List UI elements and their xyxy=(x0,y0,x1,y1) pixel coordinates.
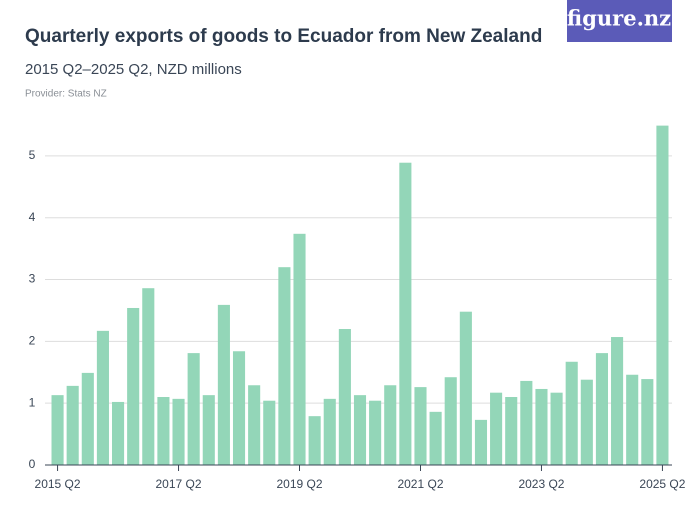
y-tick-label: 5 xyxy=(29,148,36,162)
bar xyxy=(520,380,533,465)
bar xyxy=(535,388,548,465)
x-tick-label: 2017 Q2 xyxy=(156,477,202,491)
bar xyxy=(66,385,79,465)
x-tick-label: 2019 Q2 xyxy=(276,477,322,491)
bar xyxy=(157,397,170,465)
bar xyxy=(172,398,185,465)
bar xyxy=(384,385,397,465)
bar xyxy=(399,162,412,465)
bar xyxy=(580,379,593,465)
provider: Provider: Stats NZ xyxy=(25,89,107,100)
chart-title: Quarterly exports of goods to Ecuador fr… xyxy=(25,26,542,47)
x-tick-label: 2015 Q2 xyxy=(35,477,81,491)
y-tick-label: 3 xyxy=(29,272,36,286)
bar xyxy=(505,397,518,465)
bar xyxy=(369,400,382,465)
bar xyxy=(278,267,291,465)
bar xyxy=(490,392,503,465)
bar xyxy=(293,233,306,465)
logo: figure.nz xyxy=(567,6,671,31)
bar xyxy=(232,351,246,465)
bar xyxy=(641,379,654,465)
bar xyxy=(51,395,64,465)
bar xyxy=(444,377,457,465)
x-tick-label: 2021 Q2 xyxy=(397,477,443,491)
bar xyxy=(308,416,321,465)
bar xyxy=(263,400,276,465)
bar xyxy=(565,361,578,465)
bar xyxy=(112,401,125,465)
bar xyxy=(429,411,442,465)
y-tick-label: 4 xyxy=(29,210,36,224)
bar xyxy=(81,372,94,465)
bar xyxy=(474,419,488,465)
bar xyxy=(550,392,563,465)
bar xyxy=(323,398,336,465)
x-tick-label: 2025 Q2 xyxy=(639,477,685,491)
bar xyxy=(414,387,427,465)
y-tick-label: 0 xyxy=(29,457,36,471)
bar xyxy=(248,385,261,465)
x-tick-label: 2023 Q2 xyxy=(518,477,564,491)
bar xyxy=(626,374,639,465)
y-tick-label: 1 xyxy=(29,395,36,409)
bar xyxy=(338,329,351,465)
bar xyxy=(611,337,624,465)
chart-subtitle: 2015 Q2–2025 Q2, NZD millions xyxy=(25,61,242,78)
bar xyxy=(202,395,215,465)
bar xyxy=(142,288,155,465)
bar xyxy=(459,311,472,465)
bar xyxy=(187,353,200,465)
y-tick-label: 2 xyxy=(29,334,36,348)
logo-box xyxy=(567,0,672,42)
bar xyxy=(595,353,608,465)
bar xyxy=(656,125,669,466)
bar xyxy=(353,395,367,465)
bar xyxy=(217,304,230,465)
bar xyxy=(96,330,109,465)
bar xyxy=(127,307,140,465)
